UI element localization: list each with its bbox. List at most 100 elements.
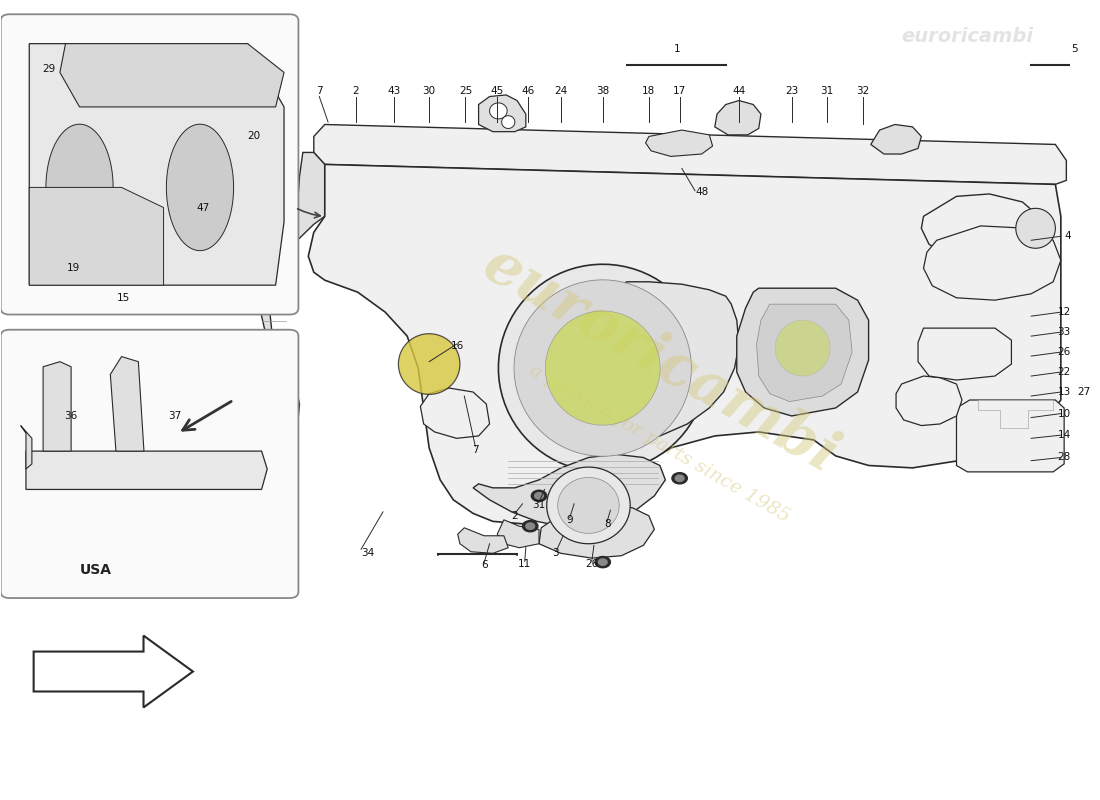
Polygon shape [737, 288, 869, 416]
Polygon shape [43, 362, 72, 451]
Text: 14: 14 [1057, 430, 1070, 440]
Polygon shape [539, 504, 654, 558]
Text: euroricambi: euroricambi [472, 235, 847, 485]
Polygon shape [314, 125, 1066, 184]
Text: 16: 16 [451, 341, 464, 350]
Circle shape [531, 490, 547, 502]
Polygon shape [546, 311, 660, 425]
Text: 27: 27 [1077, 387, 1090, 397]
Text: 13: 13 [1057, 387, 1070, 397]
Polygon shape [646, 130, 713, 157]
Text: 2: 2 [512, 510, 518, 521]
Text: 46: 46 [521, 86, 535, 96]
Polygon shape [776, 320, 830, 376]
Polygon shape [979, 400, 1053, 428]
Polygon shape [110, 357, 144, 451]
Polygon shape [21, 426, 32, 469]
Text: 7: 7 [316, 86, 322, 96]
Polygon shape [34, 635, 192, 707]
Text: 38: 38 [596, 86, 609, 96]
Text: 24: 24 [554, 86, 568, 96]
Text: 48: 48 [695, 187, 708, 198]
Text: 47: 47 [196, 203, 209, 214]
Polygon shape [896, 376, 962, 426]
FancyBboxPatch shape [1, 330, 298, 598]
Text: a passion for parts since 1985: a passion for parts since 1985 [527, 362, 793, 526]
Text: 19: 19 [67, 263, 80, 274]
Polygon shape [458, 528, 508, 554]
Text: 29: 29 [43, 63, 56, 74]
Text: USA: USA [79, 563, 111, 578]
Text: 26: 26 [1057, 347, 1070, 357]
Polygon shape [59, 44, 284, 107]
Polygon shape [26, 451, 267, 490]
Polygon shape [1015, 208, 1055, 248]
Text: 9: 9 [566, 514, 573, 525]
Polygon shape [498, 264, 707, 472]
Polygon shape [166, 124, 233, 250]
Polygon shape [715, 101, 761, 135]
Polygon shape [490, 103, 507, 119]
Polygon shape [514, 280, 692, 456]
Text: 34: 34 [361, 548, 374, 558]
FancyBboxPatch shape [1, 14, 298, 314]
Text: 11: 11 [518, 558, 531, 569]
Polygon shape [558, 478, 619, 534]
Circle shape [535, 493, 543, 499]
Text: 28: 28 [1057, 453, 1070, 462]
Circle shape [522, 521, 538, 532]
Text: 30: 30 [422, 86, 436, 96]
Polygon shape [46, 124, 113, 250]
Circle shape [598, 559, 607, 566]
Polygon shape [547, 467, 630, 544]
Polygon shape [757, 304, 852, 402]
Text: 2: 2 [352, 86, 359, 96]
Polygon shape [420, 388, 490, 438]
Text: 25: 25 [459, 86, 472, 96]
Polygon shape [871, 125, 922, 154]
Circle shape [675, 475, 684, 482]
Text: 43: 43 [387, 86, 400, 96]
Circle shape [526, 523, 535, 530]
Text: 15: 15 [117, 293, 131, 302]
Polygon shape [30, 187, 164, 285]
Text: 8: 8 [604, 518, 611, 529]
Circle shape [595, 557, 610, 568]
Text: 37: 37 [167, 411, 180, 421]
Polygon shape [588, 282, 739, 442]
Text: 33: 33 [1057, 327, 1070, 337]
Text: 5: 5 [1070, 44, 1077, 54]
Text: 31: 31 [821, 86, 834, 96]
Polygon shape [922, 194, 1042, 266]
Text: 20: 20 [246, 131, 260, 142]
Text: 18: 18 [642, 86, 656, 96]
Polygon shape [924, 226, 1060, 300]
Text: 1: 1 [674, 44, 681, 54]
Text: 7: 7 [472, 445, 478, 454]
Text: 32: 32 [857, 86, 870, 96]
Text: 17: 17 [673, 86, 686, 96]
Text: 26: 26 [585, 558, 598, 569]
Polygon shape [502, 116, 515, 129]
Text: 45: 45 [491, 86, 504, 96]
Polygon shape [918, 328, 1011, 380]
Text: 36: 36 [65, 411, 78, 421]
Text: 12: 12 [1057, 307, 1070, 317]
Polygon shape [497, 520, 539, 548]
Text: 44: 44 [733, 86, 746, 96]
Text: 31: 31 [532, 501, 546, 510]
Polygon shape [308, 165, 1060, 524]
Text: 22: 22 [1057, 367, 1070, 377]
Polygon shape [478, 95, 526, 132]
Polygon shape [957, 400, 1064, 472]
Circle shape [672, 473, 688, 484]
Polygon shape [30, 44, 284, 285]
Text: 4: 4 [1064, 231, 1070, 242]
Polygon shape [473, 454, 666, 526]
Text: 6: 6 [481, 560, 487, 570]
Text: 10: 10 [1057, 409, 1070, 418]
Text: 23: 23 [785, 86, 799, 96]
Text: 3: 3 [552, 548, 559, 558]
Polygon shape [398, 334, 460, 394]
Polygon shape [258, 153, 324, 468]
